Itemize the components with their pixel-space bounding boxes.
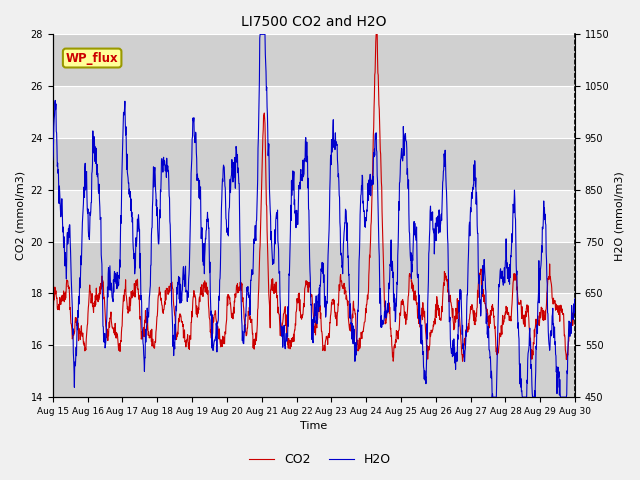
CO2 — [372, 32, 380, 37]
CO2 — [282, 304, 289, 310]
H2O — [572, 299, 579, 305]
H2O — [256, 32, 264, 37]
CO2 — [271, 281, 278, 287]
Legend: CO2, H2O: CO2, H2O — [244, 448, 396, 471]
CO2 — [346, 322, 354, 327]
Bar — [52, 241, 575, 293]
Y-axis label: H2O (mmol/m3): H2O (mmol/m3) — [615, 171, 625, 261]
Line: CO2: CO2 — [52, 35, 575, 361]
CO2 — [49, 316, 56, 322]
H2O — [346, 301, 354, 307]
H2O — [291, 210, 299, 216]
Y-axis label: CO2 (mmol/m3): CO2 (mmol/m3) — [15, 171, 25, 260]
Title: LI7500 CO2 and H2O: LI7500 CO2 and H2O — [241, 15, 387, 29]
CO2 — [90, 305, 97, 311]
CO2 — [291, 327, 298, 333]
Bar — [52, 35, 575, 86]
H2O — [488, 394, 496, 400]
H2O — [282, 339, 289, 345]
H2O — [111, 269, 118, 275]
Bar — [52, 138, 575, 190]
H2O — [90, 145, 97, 151]
Bar — [52, 345, 575, 397]
CO2 — [572, 312, 579, 318]
Text: WP_flux: WP_flux — [66, 51, 118, 64]
Line: H2O: H2O — [52, 35, 575, 397]
H2O — [271, 227, 278, 233]
H2O — [49, 157, 56, 163]
CO2 — [459, 359, 467, 364]
CO2 — [111, 325, 118, 331]
X-axis label: Time: Time — [300, 421, 328, 432]
